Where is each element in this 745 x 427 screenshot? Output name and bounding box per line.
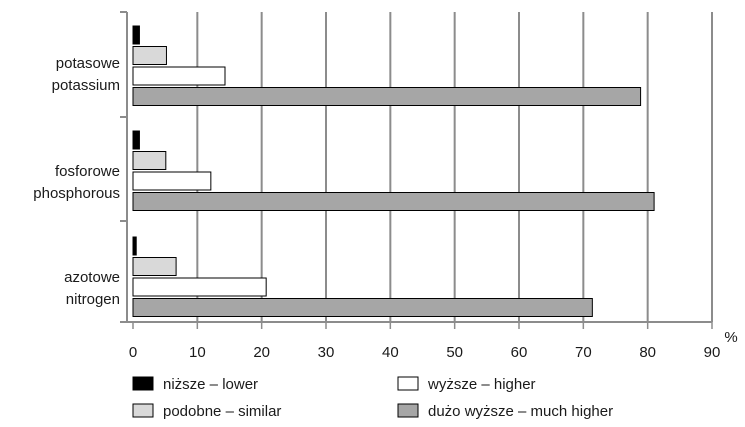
x-tick-label-8: 80 [639, 344, 656, 361]
bar-2-2 [132, 277, 267, 297]
bar-2-1 [132, 257, 177, 276]
category-label-2-line-2: nitrogen [66, 291, 120, 308]
legend-item-0: niższe – lower [132, 376, 258, 393]
category-label-0-line-1: potasowe [56, 55, 120, 72]
x-tick-label-9: 90 [704, 344, 721, 361]
bar-1-1 [132, 151, 167, 170]
bar-0-0 [132, 25, 140, 45]
legend-label-3: dużo wyższe – much higher [428, 403, 613, 420]
x-tick-label-0: 0 [129, 344, 137, 361]
category-label-1-line-1: fosforowe [55, 163, 120, 180]
category-label-0-line-2: potassium [52, 77, 120, 94]
x-tick-label-7: 70 [575, 344, 592, 361]
bar-0-3 [132, 87, 642, 106]
legend-item-1: podobne – similar [132, 403, 281, 420]
x-tick-label-4: 40 [382, 344, 399, 361]
legend-swatch-0 [132, 376, 154, 391]
category-label-0: potasowe potassium [52, 55, 120, 94]
category-label-2: azotowe nitrogen [64, 269, 120, 308]
bar-1-0 [132, 130, 140, 150]
bar-2-3 [132, 298, 593, 317]
legend-item-3: dużo wyższe – much higher [397, 403, 613, 420]
legend: niższe – lower podobne – similar wyższe … [132, 376, 613, 420]
gridlines [196, 12, 713, 322]
legend-item-2: wyższe – higher [397, 376, 536, 393]
category-label-1-line-2: phosphorous [33, 185, 120, 202]
legend-label-1: podobne – similar [163, 403, 281, 420]
bar-2-0 [132, 236, 137, 256]
category-label-1: fosforowe phosphorous [33, 163, 120, 202]
bar-1-2 [132, 171, 212, 191]
bar-0-2 [132, 66, 226, 86]
legend-label-0: niższe – lower [163, 376, 258, 393]
x-tick-label-6: 60 [511, 344, 528, 361]
category-label-2-line-1: azotowe [64, 269, 120, 286]
x-tick-label-3: 30 [318, 344, 335, 361]
legend-swatch-1 [132, 403, 154, 418]
bar-1-3 [132, 192, 655, 211]
x-tick-label-2: 20 [253, 344, 270, 361]
x-unit-label: % [724, 329, 737, 346]
legend-swatch-3 [397, 403, 419, 418]
bars [132, 25, 655, 317]
legend-swatch-2 [397, 376, 419, 391]
x-tick-label-5: 50 [446, 344, 463, 361]
axes: 0 10 20 30 40 50 60 70 80 90 [120, 11, 721, 361]
bar-0-1 [132, 46, 167, 65]
x-tick-label-1: 10 [189, 344, 206, 361]
legend-label-2: wyższe – higher [427, 376, 536, 393]
